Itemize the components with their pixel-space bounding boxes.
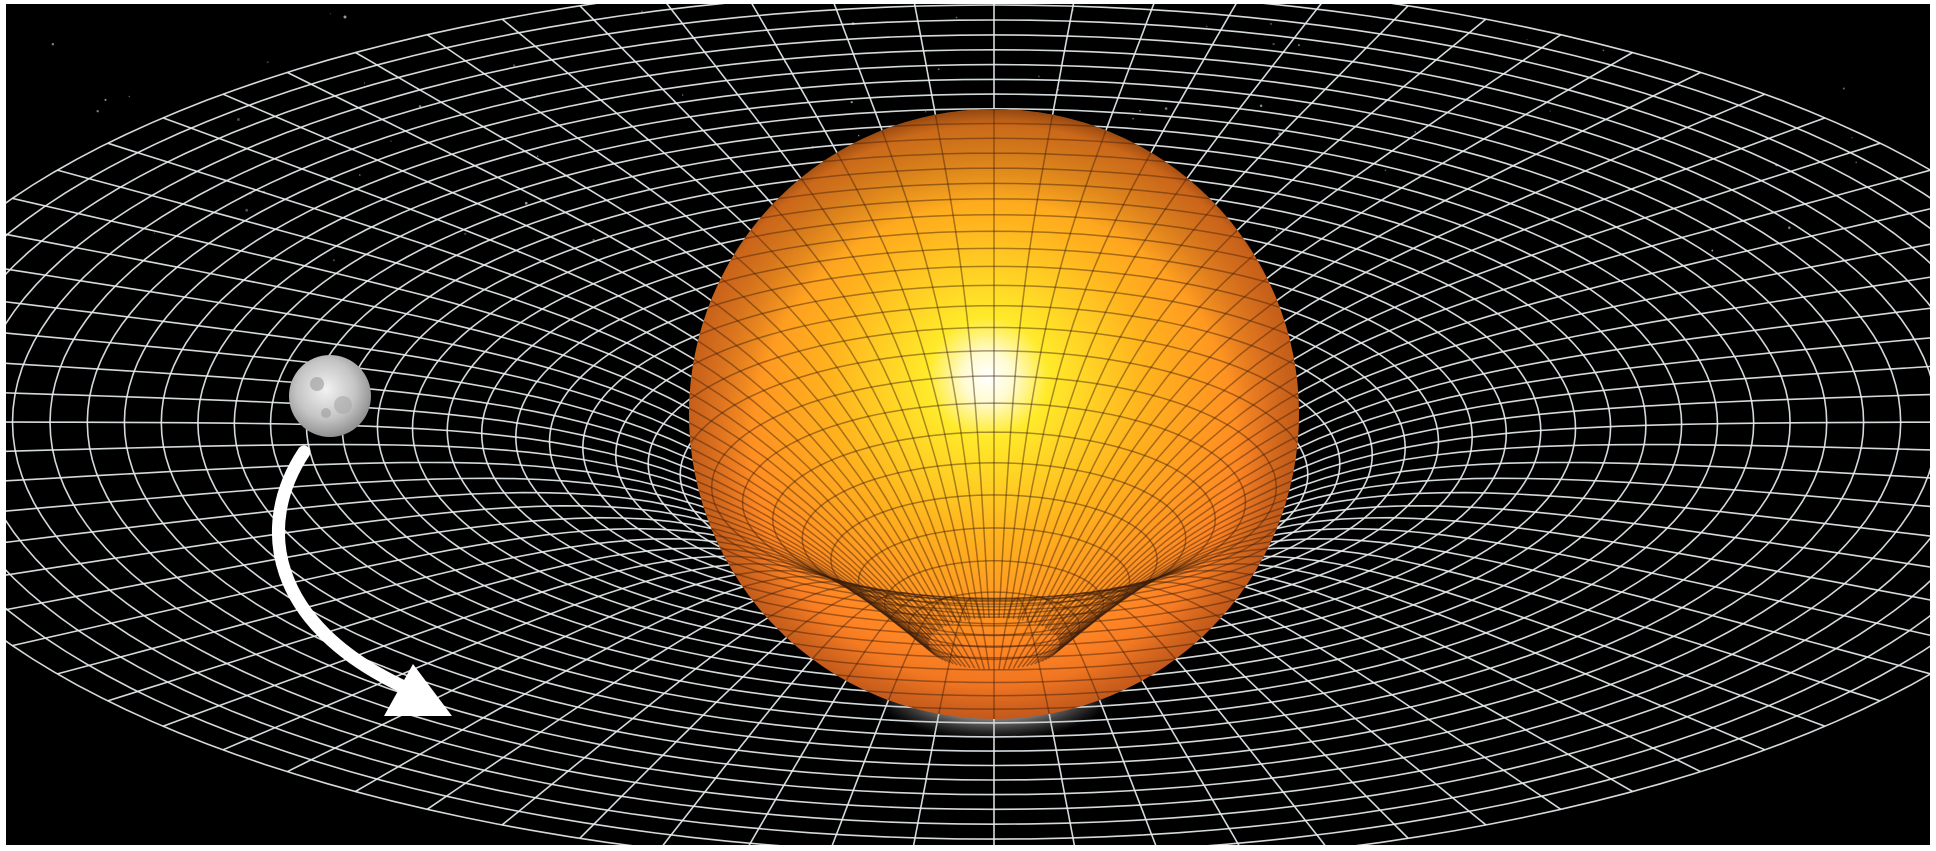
background-star bbox=[245, 208, 249, 212]
moon-body bbox=[289, 355, 371, 437]
background-star bbox=[955, 16, 958, 19]
background-star bbox=[1139, 109, 1141, 112]
background-star bbox=[536, 155, 539, 157]
background-star bbox=[1711, 249, 1714, 252]
background-star bbox=[1132, 118, 1134, 120]
curved-arrow-icon bbox=[272, 445, 452, 716]
background-star bbox=[1855, 161, 1858, 164]
background-star bbox=[1275, 229, 1278, 231]
background-star bbox=[524, 201, 528, 205]
orbit-arrow-shaft bbox=[272, 445, 413, 695]
background-star bbox=[1205, 25, 1208, 28]
sun-icon bbox=[689, 109, 1299, 719]
background-star bbox=[1037, 75, 1040, 78]
moon-crater bbox=[321, 408, 331, 418]
orbit-arrow-head bbox=[384, 664, 452, 716]
background-star bbox=[358, 174, 361, 176]
background-star bbox=[418, 105, 422, 108]
background-star bbox=[96, 109, 99, 113]
moon-crater bbox=[334, 396, 352, 414]
background-star bbox=[329, 13, 332, 15]
background-star bbox=[682, 94, 684, 96]
background-star bbox=[512, 64, 516, 67]
background-star bbox=[641, 10, 643, 12]
background-star bbox=[1549, 110, 1551, 112]
background-star bbox=[128, 95, 131, 98]
background-star bbox=[1414, 131, 1417, 133]
background-star bbox=[1851, 137, 1853, 139]
background-star bbox=[266, 61, 269, 64]
background-star bbox=[363, 82, 366, 84]
background-star bbox=[592, 238, 595, 242]
moon-crater bbox=[310, 377, 324, 391]
background-star bbox=[153, 232, 156, 234]
background-star bbox=[925, 111, 927, 113]
background-star bbox=[858, 135, 860, 137]
background-star bbox=[1269, 22, 1272, 25]
background-star bbox=[390, 140, 392, 143]
background-star bbox=[1297, 44, 1300, 47]
background-star bbox=[1788, 226, 1791, 229]
background-star bbox=[1725, 151, 1727, 153]
moon-icon bbox=[289, 355, 371, 437]
background-star bbox=[1384, 169, 1387, 172]
background-star bbox=[51, 42, 55, 46]
background-star bbox=[1164, 107, 1168, 110]
star-limb-shading bbox=[689, 109, 1299, 719]
background-star bbox=[937, 68, 940, 71]
spacetime-canvas bbox=[6, 4, 1930, 845]
background-star bbox=[1842, 87, 1845, 90]
background-star bbox=[464, 232, 467, 235]
background-star bbox=[104, 98, 107, 101]
background-star bbox=[1602, 49, 1605, 52]
background-star bbox=[343, 15, 347, 19]
background-star bbox=[332, 259, 335, 262]
background-star bbox=[1259, 104, 1263, 108]
background-star bbox=[1526, 38, 1528, 41]
background-star bbox=[1272, 42, 1275, 46]
background-star bbox=[850, 101, 853, 104]
background-star bbox=[1057, 89, 1060, 91]
background-star bbox=[236, 118, 240, 121]
spacetime-illustration bbox=[6, 4, 1930, 845]
